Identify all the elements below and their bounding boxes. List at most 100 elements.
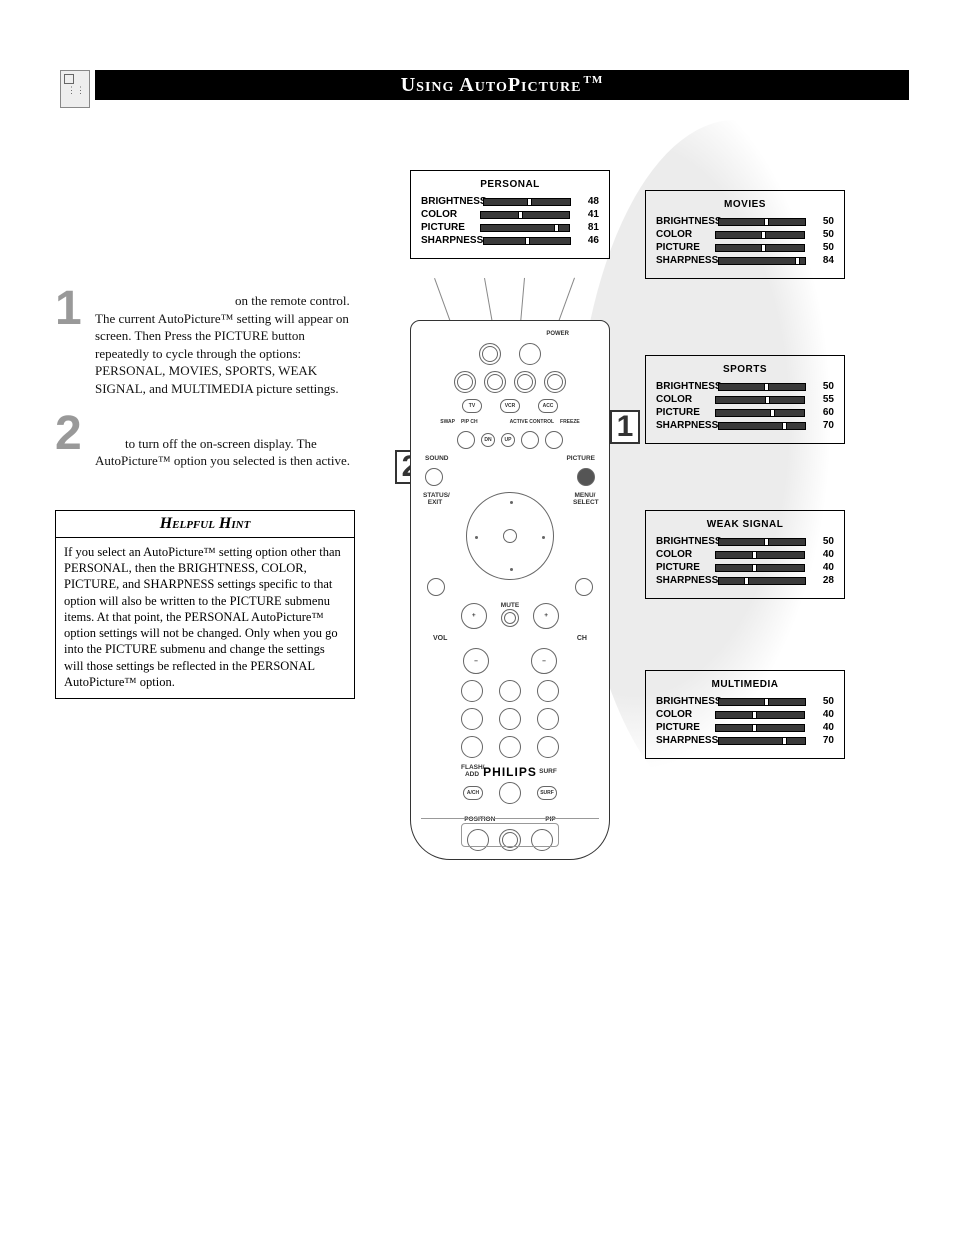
label-mute: MUTE bbox=[501, 602, 519, 609]
preset-value: 50 bbox=[812, 381, 834, 392]
preset-value: 40 bbox=[811, 709, 834, 720]
nav-ring bbox=[466, 492, 554, 580]
step-1-body: on the remote control. The current AutoP… bbox=[95, 293, 350, 396]
preset-row-sharpness: SHARPNESS 28 bbox=[656, 575, 834, 586]
surf-button: SURF bbox=[537, 786, 557, 800]
preset-value: 70 bbox=[812, 420, 834, 431]
num-6 bbox=[537, 708, 559, 730]
preset-sports: SPORTS BRIGHTNESS 50 COLOR 55 PICTURE 60… bbox=[645, 355, 845, 444]
preset-label: SHARPNESS bbox=[656, 575, 718, 586]
step-text: on the remote control. The current AutoP… bbox=[95, 290, 355, 397]
preset-label: COLOR bbox=[656, 229, 715, 240]
preset-row-brightness: BRIGHTNESS 50 bbox=[656, 536, 834, 547]
hint-header: Helpful Hint bbox=[56, 511, 354, 538]
preset-bar bbox=[715, 396, 805, 404]
num-7 bbox=[461, 736, 483, 758]
callout-1: 1 bbox=[610, 410, 640, 444]
active-button bbox=[521, 431, 539, 449]
preset-bar bbox=[715, 551, 805, 559]
preset-row-sharpness: SHARPNESS 84 bbox=[656, 255, 834, 266]
preset-bar bbox=[483, 198, 571, 206]
preset-row-color: COLOR 55 bbox=[656, 394, 834, 405]
preset-row-picture: PICTURE 50 bbox=[656, 242, 834, 253]
preset-value: 40 bbox=[811, 722, 834, 733]
preset-label: SHARPNESS bbox=[656, 255, 718, 266]
preset-bar bbox=[715, 711, 805, 719]
swap-button bbox=[457, 431, 475, 449]
helpful-hint-box: Helpful Hint If you select an AutoPictur… bbox=[55, 510, 355, 699]
preset-row-picture: PICTURE 81 bbox=[421, 222, 599, 233]
step-2: 2 to turn off the on-screen display. The… bbox=[55, 415, 355, 470]
preset-row-color: COLOR 41 bbox=[421, 209, 599, 220]
preset-value: 46 bbox=[577, 235, 599, 246]
preset-row-picture: PICTURE 40 bbox=[656, 562, 834, 573]
preset-value: 50 bbox=[812, 696, 834, 707]
label-status: STATUS/ EXIT bbox=[423, 492, 447, 506]
preset-label: SHARPNESS bbox=[656, 420, 718, 431]
vol-down-button: − bbox=[463, 648, 489, 674]
preset-row-brightness: BRIGHTNESS 50 bbox=[656, 216, 834, 227]
label-sound: SOUND bbox=[425, 455, 448, 462]
preset-label: BRIGHTNESS bbox=[656, 216, 718, 227]
acc-button: ACC bbox=[538, 399, 558, 413]
preset-row-color: COLOR 40 bbox=[656, 709, 834, 720]
preset-row-brightness: BRIGHTNESS 50 bbox=[656, 381, 834, 392]
preset-bar bbox=[715, 244, 805, 252]
label-swap: SWAP bbox=[440, 419, 455, 425]
stop-icon bbox=[484, 371, 506, 393]
sound-button bbox=[425, 468, 443, 486]
preset-label: BRIGHTNESS bbox=[656, 381, 718, 392]
freeze-button bbox=[545, 431, 563, 449]
preset-title: MULTIMEDIA bbox=[656, 679, 834, 690]
preset-label: PICTURE bbox=[421, 222, 480, 233]
play-icon bbox=[514, 371, 536, 393]
remote-control-diagram: POWER TVVCRACC SWAPPIP CHACTIVE CONTROLF… bbox=[410, 320, 610, 860]
preset-value: 28 bbox=[812, 575, 834, 586]
preset-label: COLOR bbox=[421, 209, 480, 220]
ch-up-button: UP bbox=[501, 433, 515, 447]
step-text: to turn off the on-screen display. The A… bbox=[95, 415, 355, 470]
manual-page: Using AutoPictureTM 1 on the remote cont… bbox=[0, 0, 954, 1235]
num-2 bbox=[499, 680, 521, 702]
status-button bbox=[427, 578, 445, 596]
preset-value: 40 bbox=[811, 562, 834, 573]
step-number: 1 bbox=[55, 290, 95, 397]
ch-up-button-2: + bbox=[533, 603, 559, 629]
menu-button bbox=[575, 578, 593, 596]
brand-logo: PHILIPS bbox=[411, 765, 609, 779]
tv-button: TV bbox=[462, 399, 482, 413]
preset-label: BRIGHTNESS bbox=[656, 536, 718, 547]
preset-value: 55 bbox=[811, 394, 834, 405]
preset-title: PERSONAL bbox=[421, 179, 599, 190]
step-number: 2 bbox=[55, 415, 95, 470]
hint-body: If you select an AutoPicture™ setting op… bbox=[56, 538, 354, 698]
preset-label: PICTURE bbox=[656, 242, 715, 253]
num-5 bbox=[499, 708, 521, 730]
preset-value: 50 bbox=[811, 242, 834, 253]
preset-bar bbox=[718, 257, 806, 265]
preset-value: 50 bbox=[812, 216, 834, 227]
preset-bar bbox=[718, 538, 806, 546]
step-1: 1 on the remote control. The current Aut… bbox=[55, 290, 355, 397]
flash-button: A/CH bbox=[463, 786, 483, 800]
preset-value: 60 bbox=[811, 407, 834, 418]
preset-bar bbox=[718, 422, 806, 430]
num-1 bbox=[461, 680, 483, 702]
preset-value: 50 bbox=[811, 229, 834, 240]
ffwd-icon bbox=[544, 371, 566, 393]
preset-value: 48 bbox=[577, 196, 599, 207]
preset-row-sharpness: SHARPNESS 46 bbox=[421, 235, 599, 246]
remote-bottom-panel bbox=[461, 823, 559, 847]
remote-corner-icon bbox=[60, 70, 90, 108]
preset-row-color: COLOR 40 bbox=[656, 549, 834, 560]
mute-button bbox=[501, 609, 519, 627]
preset-label: BRIGHTNESS bbox=[421, 196, 483, 207]
label-picture: PICTURE bbox=[566, 455, 595, 462]
preset-title: MOVIES bbox=[656, 199, 834, 210]
preset-movies: MOVIES BRIGHTNESS 50 COLOR 50 PICTURE 50… bbox=[645, 190, 845, 279]
rewind-icon bbox=[454, 371, 476, 393]
preset-value: 70 bbox=[812, 735, 834, 746]
content-area: 1 on the remote control. The current Aut… bbox=[55, 130, 909, 699]
preset-label: SHARPNESS bbox=[421, 235, 483, 246]
ch-down-button: − bbox=[531, 648, 557, 674]
